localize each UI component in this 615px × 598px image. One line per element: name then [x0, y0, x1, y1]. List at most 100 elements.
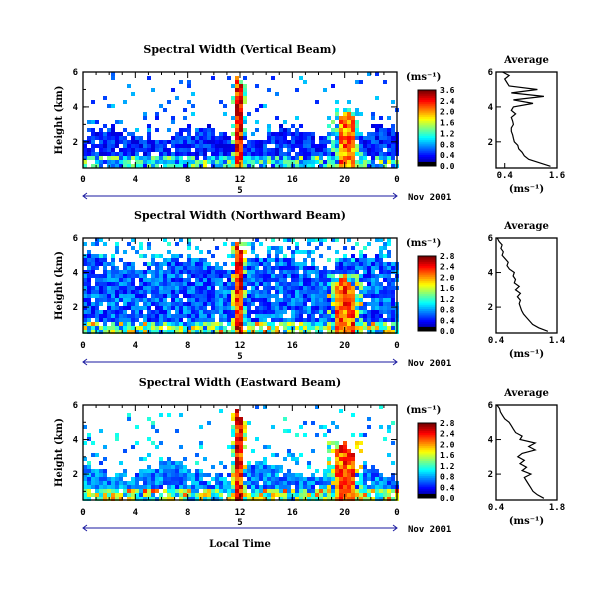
heatmap-cell	[187, 493, 191, 497]
heatmap-cell	[243, 152, 247, 156]
heatmap-cell	[171, 497, 175, 501]
heatmap-cell	[231, 310, 235, 314]
heatmap-cell	[235, 314, 239, 318]
heatmap-cell	[131, 140, 135, 144]
heatmap-cell	[343, 481, 347, 485]
heatmap-cell	[243, 314, 247, 318]
heatmap-cell	[103, 489, 107, 493]
heatmap-cell	[107, 477, 111, 481]
heatmap-cell	[363, 465, 367, 469]
heatmap-cell	[351, 477, 355, 481]
x-tick-label: 12	[235, 341, 246, 351]
heatmap-cell	[171, 152, 175, 156]
heatmap-cell	[211, 278, 215, 282]
heatmap-cell	[327, 330, 331, 334]
heatmap-cell	[115, 152, 119, 156]
heatmap-cell	[327, 469, 331, 473]
heatmap-cell	[267, 124, 271, 128]
heatmap-cell	[175, 148, 179, 152]
heatmap-cell	[175, 310, 179, 314]
heatmap-cell	[335, 330, 339, 334]
heatmap-cell	[371, 477, 375, 481]
heatmap-cell	[151, 302, 155, 306]
heatmap-cell	[95, 473, 99, 477]
heatmap-cell	[111, 152, 115, 156]
heatmap-cell	[383, 160, 387, 164]
heatmap-cell	[331, 485, 335, 489]
heatmap-cell	[391, 144, 395, 148]
heatmap-cell	[235, 266, 239, 270]
heatmap-cell	[83, 306, 87, 310]
heatmap-cell	[247, 326, 251, 330]
heatmap-cell	[183, 294, 187, 298]
heatmap-cell	[371, 124, 375, 128]
heatmap-cell	[115, 156, 119, 160]
heatmap-cell	[107, 104, 111, 108]
heatmap-cell	[183, 144, 187, 148]
heatmap-cell	[131, 497, 135, 501]
heatmap-cell	[159, 322, 163, 326]
heatmap-cell	[243, 164, 247, 168]
colorbar-segment	[418, 426, 436, 430]
heatmap-cell	[183, 128, 187, 132]
heatmap-cell	[347, 274, 351, 278]
heatmap-cell	[363, 286, 367, 290]
heatmap-cell	[183, 148, 187, 152]
heatmap-cell	[195, 128, 199, 132]
colorbar-segment	[418, 271, 436, 274]
heatmap-cell	[267, 497, 271, 501]
heatmap-cell	[327, 156, 331, 160]
heatmap-cell	[235, 473, 239, 477]
heatmap-cell	[387, 429, 391, 433]
heatmap-cell	[171, 164, 175, 168]
heatmap-cell	[335, 310, 339, 314]
heatmap-cell	[135, 489, 139, 493]
heatmap-cell	[355, 152, 359, 156]
heatmap-cell	[235, 262, 239, 266]
heatmap-cell	[203, 322, 207, 326]
heatmap-cell	[179, 326, 183, 330]
heatmap-cell	[115, 242, 119, 246]
heatmap-cell	[99, 152, 103, 156]
heatmap-cell	[347, 290, 351, 294]
heatmap-cell	[255, 310, 259, 314]
heatmap-cell	[331, 318, 335, 322]
heatmap-cell	[231, 485, 235, 489]
heatmap-cell	[195, 156, 199, 160]
heatmap-cell	[203, 326, 207, 330]
heatmap-cell	[239, 421, 243, 425]
heatmap-cell	[123, 330, 127, 334]
heatmap-cell	[295, 302, 299, 306]
heatmap-cell	[263, 481, 267, 485]
colorbar-frame	[417, 89, 437, 167]
heatmap-cell	[111, 497, 115, 501]
heatmap-cell	[227, 278, 231, 282]
heatmap-cell	[319, 481, 323, 485]
heatmap-cell	[191, 489, 195, 493]
heatmap-cell	[247, 164, 251, 168]
heatmap-cell	[175, 429, 179, 433]
heatmap-cell	[147, 262, 151, 266]
heatmap-cell	[291, 270, 295, 274]
heatmap-cell	[243, 318, 247, 322]
heatmap-cell	[291, 322, 295, 326]
heatmap-cell	[155, 254, 159, 258]
heatmap-cell	[235, 441, 239, 445]
heatmap-cell	[187, 310, 191, 314]
heatmap-cell	[231, 413, 235, 417]
heatmap-cell	[351, 140, 355, 144]
heatmap-cell	[339, 282, 343, 286]
heatmap-cell	[259, 322, 263, 326]
heatmap-cell	[315, 469, 319, 473]
heatmap-cell	[195, 164, 199, 168]
heatmap-cell	[163, 302, 167, 306]
heatmap-cell	[359, 326, 363, 330]
heatmap-cell	[171, 160, 175, 164]
heatmap-cell	[343, 116, 347, 120]
heatmap-cell	[319, 286, 323, 290]
heatmap-cell	[199, 469, 203, 473]
heatmap-cell	[287, 449, 291, 453]
heatmap-cell	[99, 278, 103, 282]
heatmap-cell	[243, 92, 247, 96]
avg-y-tick-label: 2	[488, 303, 493, 313]
